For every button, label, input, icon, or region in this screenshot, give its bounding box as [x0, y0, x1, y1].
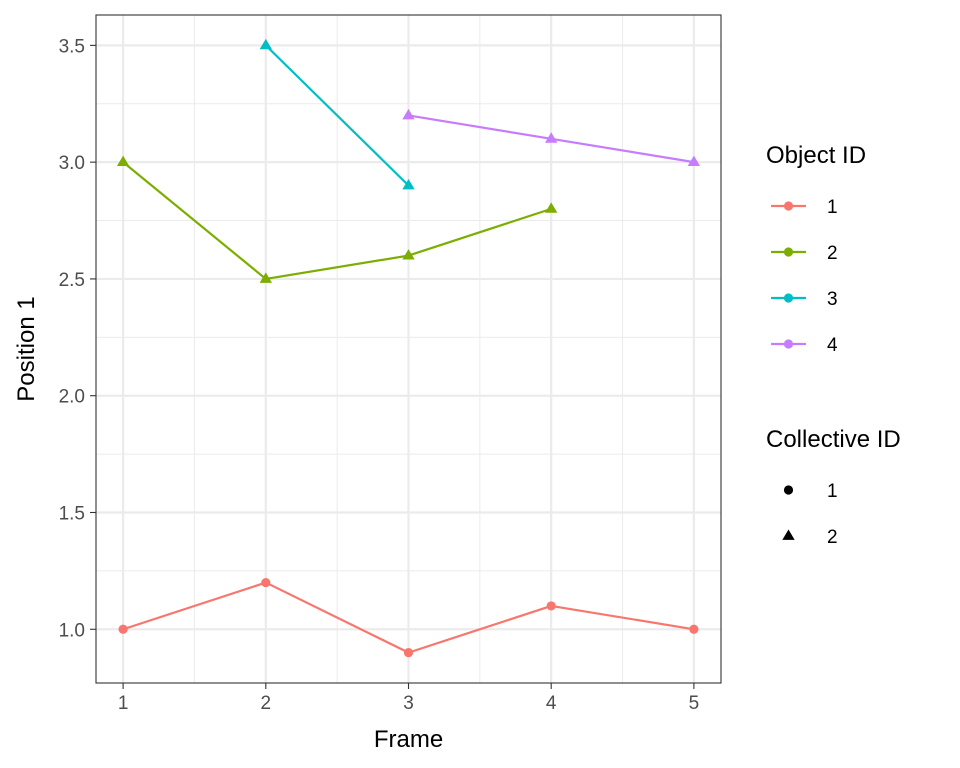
series-layer — [116, 38, 701, 658]
x-tick-label: 2 — [261, 693, 272, 714]
series-object-4 — [402, 108, 701, 167]
data-point-object-2 — [402, 249, 415, 260]
legend-key-shape — [782, 529, 795, 540]
x-axis-title: Frame — [374, 726, 443, 753]
data-point-object-1 — [546, 601, 556, 611]
legend-item-label: 2 — [827, 527, 838, 548]
y-tick-label: 2.0 — [59, 387, 85, 408]
data-point-object-4 — [545, 132, 558, 143]
x-tick-label: 1 — [118, 693, 129, 714]
data-point-object-1 — [689, 624, 699, 634]
y-tick-label: 3.0 — [59, 153, 85, 174]
legend-title-collective-id: Collective ID — [766, 426, 901, 453]
legend-key-shape — [783, 485, 794, 495]
legend-item-object-2: 2 — [771, 243, 838, 264]
data-point-object-4 — [687, 155, 701, 167]
x-tick-label: 4 — [546, 693, 557, 714]
series-object-2 — [116, 155, 558, 283]
y-tick-label: 2.5 — [59, 270, 85, 291]
legend-key-point — [783, 247, 794, 257]
legend-item-label: 4 — [827, 335, 838, 356]
legend-title-object-id: Object ID — [766, 142, 866, 169]
series-object-1 — [118, 577, 699, 658]
data-point-object-2 — [259, 272, 272, 283]
y-tick-label: 1.0 — [59, 620, 85, 641]
legend-item-object-4: 4 — [771, 335, 838, 356]
series-line-object-2 — [122, 161, 552, 281]
data-point-object-1 — [403, 648, 414, 658]
legend-key-point — [783, 339, 794, 349]
legend: Object ID 1 2 3 4 Collective ID 1 2 — [766, 142, 901, 548]
legend-key-point — [783, 293, 794, 303]
x-tick-label: 3 — [403, 693, 414, 714]
legend-key-point — [783, 201, 794, 211]
data-point-object-3 — [259, 38, 272, 50]
y-tick-label: 1.5 — [59, 503, 85, 524]
data-point-object-1 — [118, 624, 128, 634]
legend-item-label: 3 — [827, 289, 838, 310]
legend-item-object-1: 1 — [771, 197, 838, 218]
legend-item-label: 1 — [827, 197, 838, 218]
series-object-3 — [259, 38, 415, 190]
legend-item-label: 1 — [827, 481, 838, 502]
legend-item-object-3: 3 — [771, 289, 838, 310]
legend-item-collective-2: 2 — [782, 527, 838, 548]
data-point-object-4 — [402, 108, 415, 120]
y-axis-title: Position 1 — [13, 296, 40, 401]
data-point-object-1 — [261, 577, 271, 588]
x-tick-label: 5 — [689, 693, 700, 714]
axes: 1 2 3 4 5 1.0 1.5 2.0 2.5 3.0 3.5 — [59, 36, 700, 714]
series-line-object-3 — [265, 44, 410, 187]
data-point-object-2 — [116, 155, 130, 167]
data-point-object-2 — [545, 202, 558, 213]
y-tick-label: 3.5 — [59, 36, 85, 57]
legend-item-collective-1: 1 — [783, 481, 838, 502]
grid — [96, 15, 721, 683]
data-point-object-3 — [402, 179, 415, 190]
legend-item-label: 2 — [827, 243, 838, 264]
